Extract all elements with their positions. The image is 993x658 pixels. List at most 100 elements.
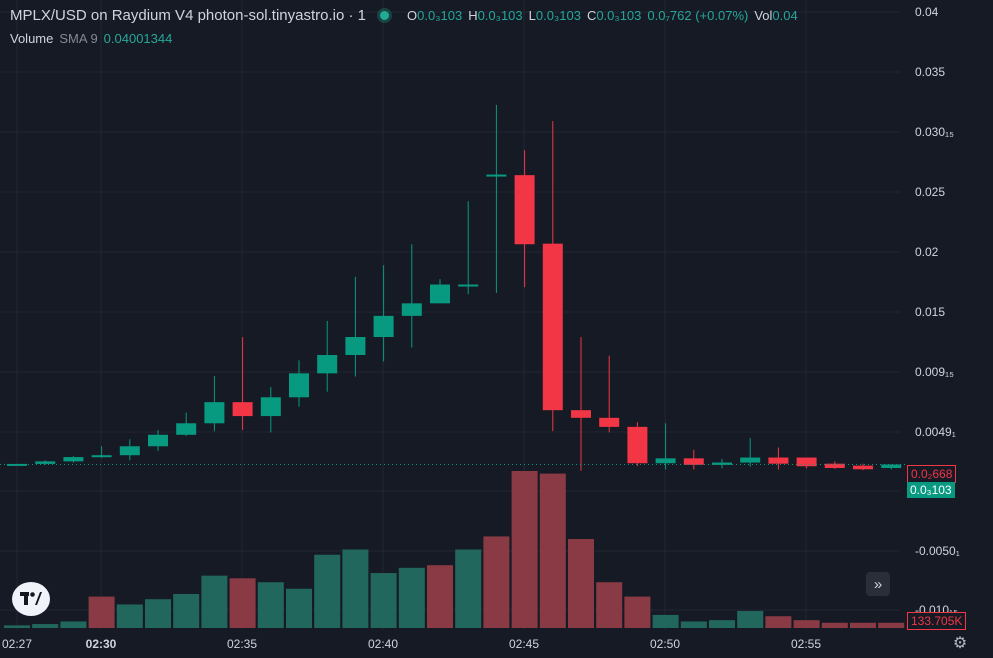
candle-body (232, 402, 253, 417)
x-tick-label: 02:55 (791, 637, 821, 651)
candles (7, 104, 902, 471)
volume-bar (88, 596, 115, 628)
volume-bar (286, 588, 312, 628)
candle-body (458, 284, 479, 287)
high-label: H (468, 8, 478, 23)
candle-body (486, 174, 507, 177)
candle (514, 150, 535, 288)
volume-legend[interactable]: Volume SMA 9 0.04001344 (10, 31, 172, 46)
tradingview-logo-icon[interactable] (12, 582, 50, 616)
candle-body (7, 463, 27, 466)
volume-bar (878, 622, 905, 628)
candle (289, 360, 309, 407)
volume-bar (116, 604, 143, 628)
candle (91, 446, 112, 458)
volume-bar (568, 539, 594, 628)
low-value: 0.0₃103 (535, 8, 581, 23)
y-tick-label: 0.015 (915, 305, 945, 319)
candle (881, 464, 902, 470)
volume-bar (145, 599, 171, 628)
candle (486, 104, 507, 294)
vol-value: 0.04 (772, 8, 798, 23)
x-tick-label: 02:45 (509, 637, 539, 651)
candle (542, 121, 563, 432)
y-tick-label: -0.0050₁ (915, 544, 960, 558)
candle-body (176, 423, 197, 435)
volume-bar (624, 596, 651, 628)
candle-body (289, 373, 309, 398)
volume-bar (539, 473, 566, 628)
chart-settings-gear-icon[interactable]: ⚙ (952, 635, 968, 652)
volume-bar (398, 567, 425, 628)
volume-bar (370, 573, 397, 628)
candle (345, 276, 366, 377)
volume-bar (4, 625, 30, 628)
candle-body (712, 462, 732, 465)
y-tick-label: 0.04 (915, 5, 939, 19)
candle-body (768, 457, 789, 464)
candle-body (260, 397, 281, 417)
candle (655, 423, 676, 470)
candle-body (317, 355, 338, 374)
volume-indicator-param: SMA 9 (59, 31, 98, 46)
volume-bar (709, 620, 735, 628)
close-label: C (586, 8, 597, 23)
volume-indicator-value: 0.04001344 (103, 31, 173, 46)
candle (430, 279, 450, 304)
volume-bar (680, 621, 707, 628)
candle-body (683, 458, 704, 465)
volume-bar (32, 624, 59, 628)
volume-bar (60, 621, 87, 628)
candle (768, 447, 789, 470)
volume-indicator-name: Volume (10, 31, 54, 46)
candle (204, 376, 225, 432)
candle-body (740, 457, 761, 463)
candle (627, 422, 648, 467)
candle-body (204, 402, 225, 424)
candle (176, 412, 197, 436)
open-value: 0.0₃103 (417, 8, 463, 23)
y-tick-label: 0.030₁₅ (915, 125, 954, 139)
candle-body (401, 303, 422, 316)
volume-bar (455, 549, 482, 628)
candle-body (345, 337, 366, 356)
volume-bar (229, 578, 256, 628)
candle (317, 320, 338, 392)
volume-bar (850, 622, 876, 628)
volume-bar (314, 554, 341, 628)
volume-bar (173, 593, 200, 628)
close-value: 0.0₃103 (596, 8, 642, 23)
candle (260, 387, 281, 433)
candle-body (63, 457, 84, 462)
candle (740, 438, 761, 467)
other-price-tag: 0.0₂668 (907, 465, 957, 483)
volume-bars (4, 471, 905, 628)
candle-body (881, 464, 902, 468)
candle (148, 430, 168, 451)
scroll-to-realtime-button[interactable]: » (866, 572, 890, 596)
symbol-legend: MPLX/USD on Raydium V4 photon-sol.tinyas… (10, 7, 798, 24)
candle (232, 337, 253, 431)
volume-value-tag: 133.705K (907, 612, 967, 630)
candle (683, 449, 704, 470)
volume-bar (793, 620, 820, 628)
x-tick-label: 02:40 (368, 637, 398, 651)
volume-bar (596, 582, 623, 628)
logo-glyph (20, 592, 42, 605)
candle (119, 439, 140, 461)
volume-bar (427, 565, 453, 628)
candle-body (853, 465, 873, 470)
candle (712, 459, 732, 469)
x-tick-label: 02:27 (2, 637, 32, 651)
grid-lines (0, 0, 900, 630)
volume-bar (821, 622, 848, 628)
ohlc-values: O0.0₃103 H0.0₃103 L0.0₃103 C0.0₃103 0.0₇… (407, 8, 798, 23)
y-tick-label: 0.009₁₅ (915, 365, 954, 379)
y-tick-label: 0.02 (915, 245, 939, 259)
candle (63, 456, 84, 463)
vol-label: Vol (754, 8, 773, 23)
candle (35, 460, 56, 465)
x-axis-labels: 02:27 02:30 02:35 02:40 02:45 02:50 02:55 (2, 637, 821, 651)
candle (796, 457, 817, 469)
